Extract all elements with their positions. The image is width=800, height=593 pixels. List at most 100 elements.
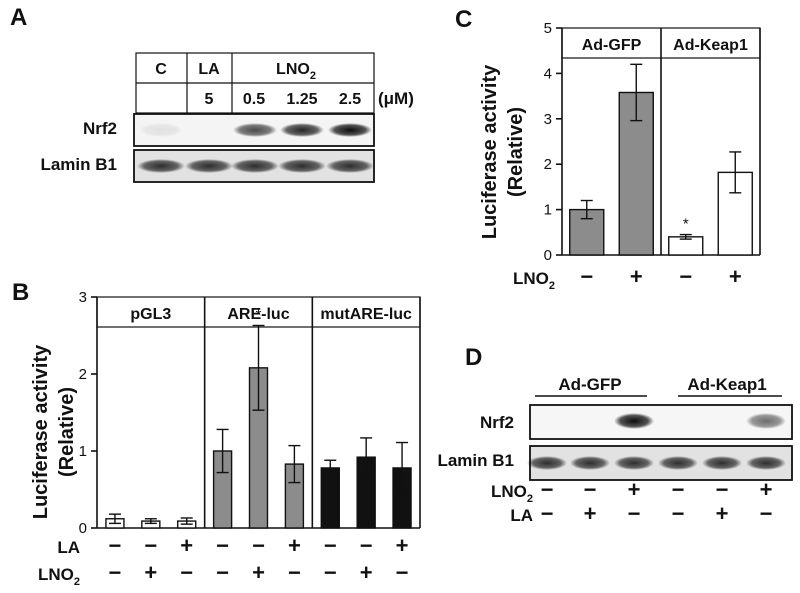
d-lamin-band [658, 456, 698, 470]
y-tick-label: 4 [544, 65, 552, 82]
d-treatment-sign: − [541, 477, 554, 502]
header-lno2: LNO2 [276, 61, 316, 82]
nrf2-band [328, 123, 372, 137]
d-treatment-sign: − [672, 501, 685, 526]
panel-c-chart: Luciferase activity (Relative) 0 1 2 3 4 5 Ad-… [479, 20, 761, 292]
b-ylabel-2: (Relative) [56, 387, 78, 477]
treatment-sign: + [180, 533, 193, 558]
d-treatment-sign: − [628, 501, 641, 526]
d-treatment-sign: − [541, 501, 554, 526]
panel-label-d: D [465, 344, 482, 371]
treatment-sign: − [580, 264, 593, 289]
d-treatment-label: LA [510, 506, 533, 525]
treatment-sign: − [144, 533, 157, 558]
treatment-sign: − [252, 533, 265, 558]
d-group-keap1: Ad-Keap1 [687, 375, 766, 394]
treatment-sign: − [360, 533, 373, 558]
nrf2-band [233, 123, 277, 137]
d-treatment-label: LNO2 [491, 482, 533, 505]
bar [320, 467, 340, 529]
d-nrf2-band [746, 413, 786, 429]
d-row-label-nrf2: Nrf2 [480, 413, 514, 432]
y-tick-label: 3 [79, 289, 87, 306]
lamin-band [185, 159, 233, 173]
conc-3: 2.5 [339, 91, 361, 108]
treatment-sign: + [729, 264, 742, 289]
group-label: pGL3 [130, 306, 171, 323]
d-lamin-band [570, 456, 610, 470]
treatment-sign: + [288, 533, 301, 558]
treatment-sign: − [324, 533, 337, 558]
nrf2-band [280, 123, 324, 137]
treatment-label: LNO2 [38, 565, 80, 588]
lamin-band [326, 159, 374, 173]
y-tick-label: 1 [79, 443, 87, 460]
y-tick-label: 0 [79, 520, 87, 537]
lamin-band [137, 159, 185, 173]
treatment-sign: − [180, 560, 193, 585]
treatment-sign: + [630, 264, 643, 289]
treatment-sign: − [324, 560, 337, 585]
treatment-sign: + [396, 533, 409, 558]
lamin-band [231, 159, 279, 173]
treatment-sign: − [288, 560, 301, 585]
d-treatment-sign: + [716, 501, 729, 526]
treatment-label: LNO2 [513, 269, 555, 292]
header-control: C [155, 61, 167, 78]
panel-a-blot: C LA LNO2 5 0.5 1.25 2.5 (μM) Nrf2 Lamin… [40, 52, 414, 183]
significance-mark: * [256, 306, 262, 323]
panel-b-chart: Luciferase activity (Relative) 0 1 2 3 pGL3 A… [30, 289, 421, 588]
conc-unit: (μM) [378, 89, 414, 108]
conc-la: 5 [205, 91, 214, 108]
d-row-label-lamin: Lamin B1 [437, 451, 514, 470]
treatment-sign: − [679, 264, 692, 289]
d-treatment-sign: − [716, 477, 729, 502]
c-ylabel-1: Luciferase activity [479, 64, 501, 239]
conc-1: 0.5 [243, 91, 265, 108]
significance-mark: * [683, 216, 689, 233]
d-treatment-sign: + [760, 477, 773, 502]
treatment-sign: + [252, 560, 265, 585]
d-lamin-band [614, 456, 654, 470]
panel-d-blot: Ad-GFP Ad-Keap1 Nrf2 Lamin B1 LNO2− − + − − +… [437, 375, 793, 526]
header-la: LA [198, 61, 220, 78]
y-tick-label: 0 [544, 247, 552, 264]
conc-2: 1.25 [286, 91, 317, 108]
d-group-gfp: Ad-GFP [558, 375, 621, 394]
d-treatment-sign: − [760, 501, 773, 526]
treatment-sign: + [144, 560, 157, 585]
treatment-sign: − [396, 560, 409, 585]
d-treatment-sign: + [584, 501, 597, 526]
group-label: Ad-Keap1 [673, 37, 748, 54]
d-nrf2-band [614, 413, 654, 429]
y-tick-label: 1 [544, 202, 552, 219]
b-ylabel-1: Luciferase activity [30, 344, 52, 519]
treatment-sign: − [216, 560, 229, 585]
treatment-sign: − [216, 533, 229, 558]
group-label: Ad-GFP [582, 37, 642, 54]
treatment-label: LA [57, 538, 80, 557]
d-treatment-sign: − [672, 477, 685, 502]
group-label: ARE-luc [227, 306, 289, 323]
row-label-lamin: Lamin B1 [40, 155, 117, 174]
d-lamin-band [702, 456, 742, 470]
lamin-band [278, 159, 326, 173]
y-tick-label: 2 [544, 156, 552, 173]
group-label: mutARE-luc [320, 306, 412, 323]
treatment-sign: − [109, 560, 122, 585]
panel-label-c: C [455, 6, 472, 33]
treatment-sign: − [109, 533, 122, 558]
d-treatment-sign: − [584, 477, 597, 502]
d-lamin-band [527, 456, 567, 470]
y-tick-label: 3 [544, 111, 552, 128]
panel-label-b: B [12, 279, 29, 306]
treatment-sign: + [360, 560, 373, 585]
y-tick-label: 5 [544, 20, 552, 37]
y-tick-label: 2 [79, 366, 87, 383]
panel-label-a: A [10, 4, 27, 31]
d-treatment-sign: + [628, 477, 641, 502]
nrf2-band [139, 123, 183, 137]
row-label-nrf2: Nrf2 [83, 119, 117, 138]
c-ylabel-2: (Relative) [505, 107, 527, 197]
